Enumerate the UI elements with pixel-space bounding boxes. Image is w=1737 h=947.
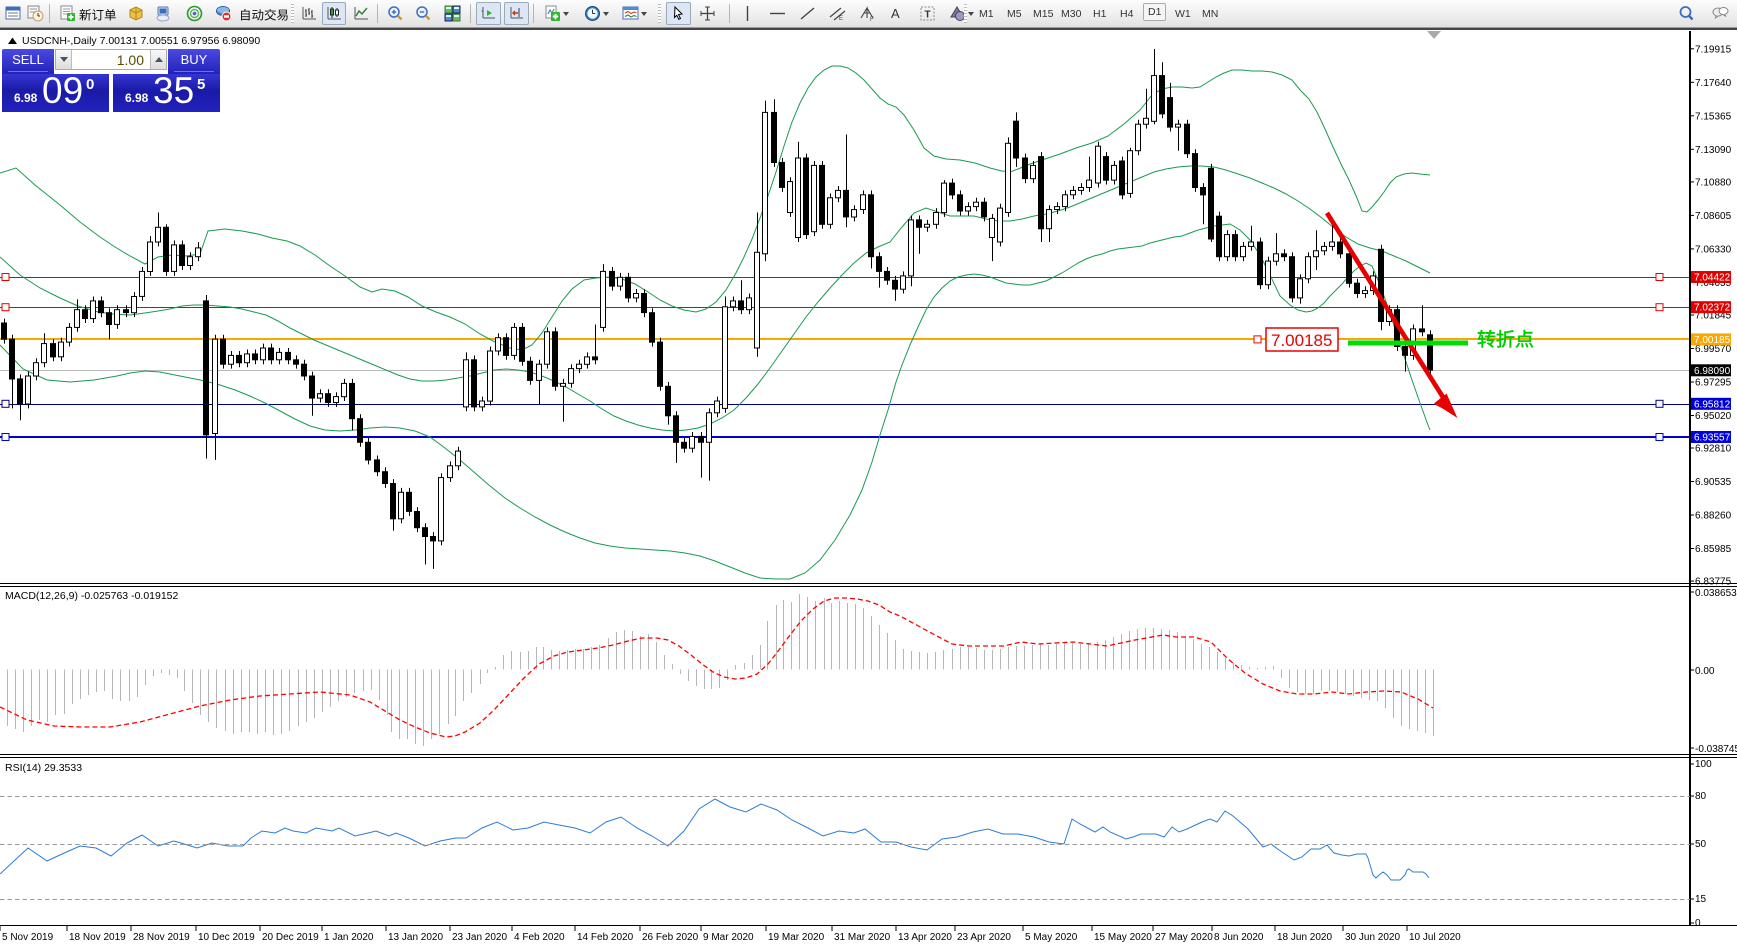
svg-text:28 Nov 2019: 28 Nov 2019	[133, 932, 190, 943]
svg-text:13 Apr 2020: 13 Apr 2020	[898, 932, 952, 943]
svg-text:7.10880: 7.10880	[1695, 177, 1732, 188]
svg-text:7.02372: 7.02372	[1694, 303, 1731, 314]
svg-text:15: 15	[1695, 894, 1707, 905]
svg-text:19 Mar 2020: 19 Mar 2020	[768, 932, 825, 943]
svg-text:6.95812: 6.95812	[1694, 399, 1731, 410]
svg-text:RSI(14) 29.3533: RSI(14) 29.3533	[5, 762, 82, 774]
svg-text:6.99570: 6.99570	[1695, 344, 1732, 355]
svg-text:0: 0	[1695, 918, 1701, 929]
svg-text:7.17640: 7.17640	[1695, 78, 1732, 89]
svg-text:7.04422: 7.04422	[1694, 273, 1731, 284]
svg-text:8 Jun 2020: 8 Jun 2020	[1214, 932, 1264, 943]
svg-text:7.08605: 7.08605	[1695, 211, 1732, 222]
svg-text:14 Feb 2020: 14 Feb 2020	[577, 932, 634, 943]
svg-text:26 Feb 2020: 26 Feb 2020	[642, 932, 699, 943]
svg-text:6.92810: 6.92810	[1695, 444, 1732, 455]
svg-text:6.97295: 6.97295	[1695, 378, 1732, 389]
svg-text:T: T	[924, 10, 930, 21]
svg-text:4 Feb 2020: 4 Feb 2020	[514, 932, 565, 943]
svg-text:6.90535: 6.90535	[1695, 477, 1732, 488]
svg-text:0.00: 0.00	[1695, 666, 1715, 677]
svg-text:6.93557: 6.93557	[1694, 433, 1731, 444]
svg-text:7.06330: 7.06330	[1695, 244, 1732, 255]
svg-text:13 Jan 2020: 13 Jan 2020	[388, 932, 443, 943]
svg-text:18 Nov 2019: 18 Nov 2019	[69, 932, 126, 943]
svg-text:7.04055: 7.04055	[1695, 278, 1732, 289]
svg-text:80: 80	[1695, 791, 1707, 802]
svg-text:7.13090: 7.13090	[1695, 145, 1732, 156]
svg-text:6.83775: 6.83775	[1695, 577, 1732, 588]
svg-text:1 Jan 2020: 1 Jan 2020	[324, 932, 374, 943]
svg-text:27 May 2020: 27 May 2020	[1155, 932, 1213, 943]
svg-text:F: F	[870, 17, 874, 22]
svg-text:-0.038745: -0.038745	[1695, 744, 1737, 755]
svg-text:6.98090: 6.98090	[1694, 366, 1731, 377]
svg-text:10 Dec 2019: 10 Dec 2019	[198, 932, 255, 943]
svg-text:20 Dec 2019: 20 Dec 2019	[262, 932, 319, 943]
svg-text:15 May 2020: 15 May 2020	[1094, 932, 1152, 943]
svg-text:7.01845: 7.01845	[1695, 311, 1732, 322]
svg-text:23 Apr 2020: 23 Apr 2020	[957, 932, 1011, 943]
svg-text:50: 50	[1695, 839, 1707, 850]
svg-text:9 Mar 2020: 9 Mar 2020	[703, 932, 754, 943]
svg-text:7.15365: 7.15365	[1695, 111, 1732, 122]
svg-text:100: 100	[1695, 759, 1712, 770]
svg-text:31 Mar 2020: 31 Mar 2020	[834, 932, 891, 943]
svg-text:6.88260: 6.88260	[1695, 511, 1732, 522]
svg-text:6.85985: 6.85985	[1695, 544, 1732, 555]
svg-text:USDCNH-,Daily 7.00131 7.00551: USDCNH-,Daily 7.00131 7.00551 6.97956 6.…	[22, 35, 260, 47]
svg-text:23 Jan 2020: 23 Jan 2020	[452, 932, 507, 943]
svg-text:18 Jun 2020: 18 Jun 2020	[1277, 932, 1332, 943]
svg-text:7.19915: 7.19915	[1695, 44, 1732, 55]
svg-text:5 May 2020: 5 May 2020	[1025, 932, 1078, 943]
svg-text:5 Nov 2019: 5 Nov 2019	[2, 932, 54, 943]
svg-text:6.95020: 6.95020	[1695, 411, 1732, 422]
svg-text:E: E	[839, 16, 843, 22]
svg-text:10 Jul 2020: 10 Jul 2020	[1409, 932, 1461, 943]
svg-text:30 Jun 2020: 30 Jun 2020	[1345, 932, 1400, 943]
svg-text:0.038653: 0.038653	[1695, 588, 1737, 599]
svg-text:MACD(12,26,9) -0.025763 -0.019: MACD(12,26,9) -0.025763 -0.019152	[5, 590, 179, 602]
svg-text:7.00185: 7.00185	[1694, 335, 1731, 346]
svg-text:7.00185: 7.00185	[1271, 331, 1332, 350]
